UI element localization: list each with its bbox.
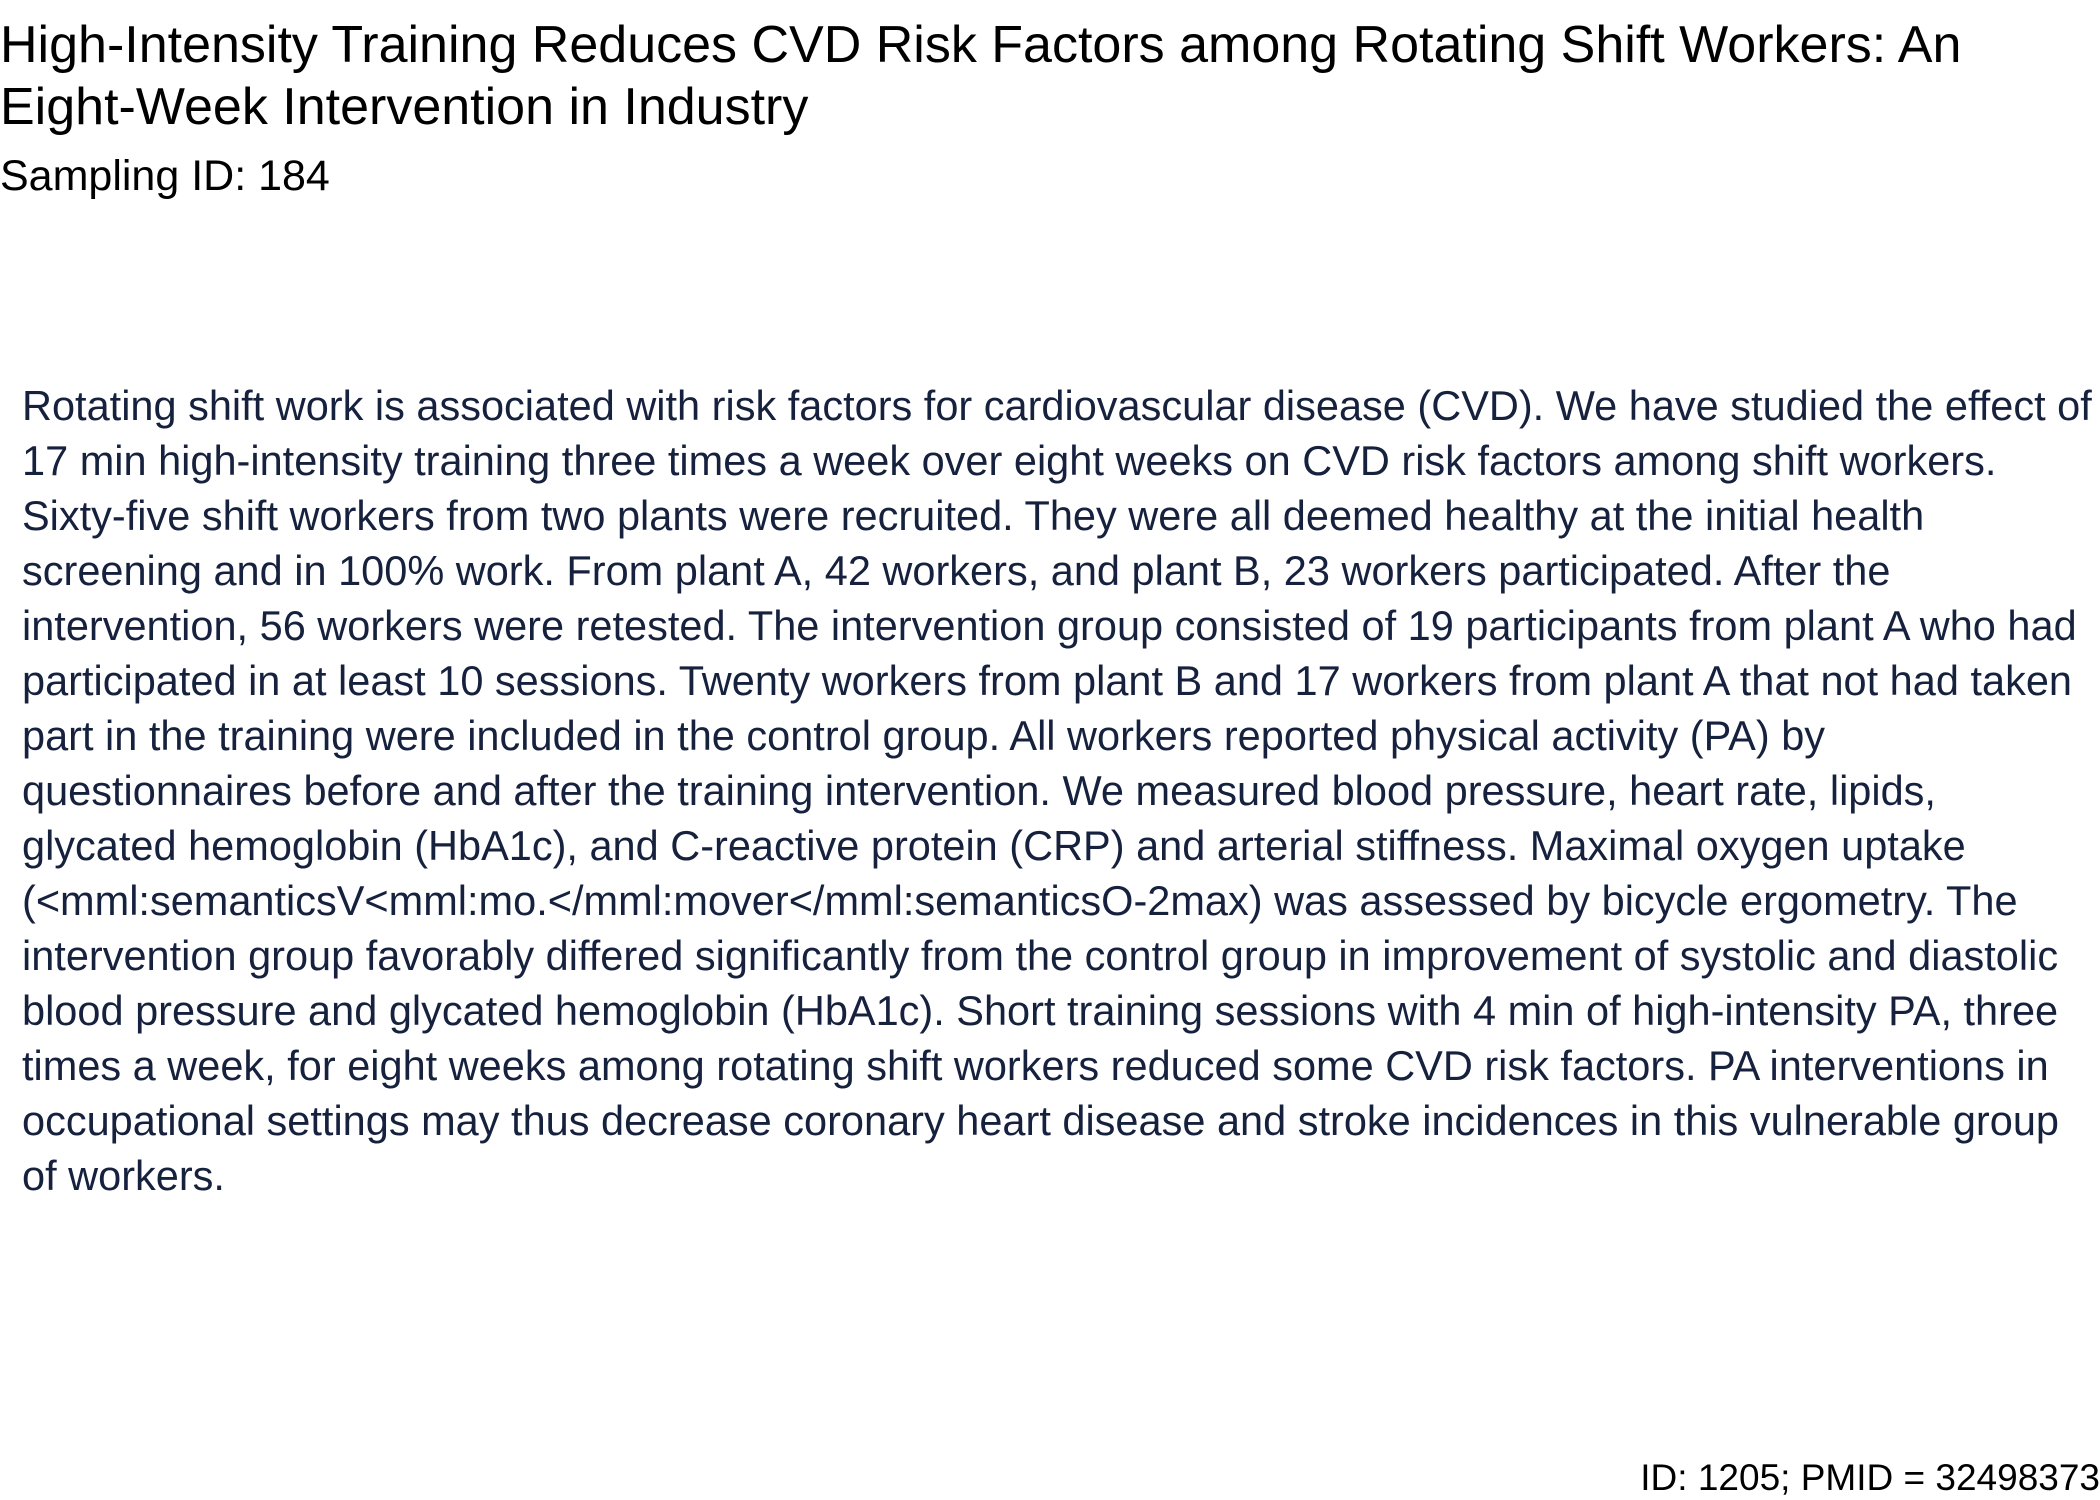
document-title: High-Intensity Training Reduces CVD Risk… [0,16,1962,136]
footer-id: ID: 1205; PMID = 32498373 [1640,1457,2100,1498]
sampling-id: Sampling ID: 184 [0,152,330,200]
abstract-text: Rotating shift work is associated with r… [22,382,2092,1199]
